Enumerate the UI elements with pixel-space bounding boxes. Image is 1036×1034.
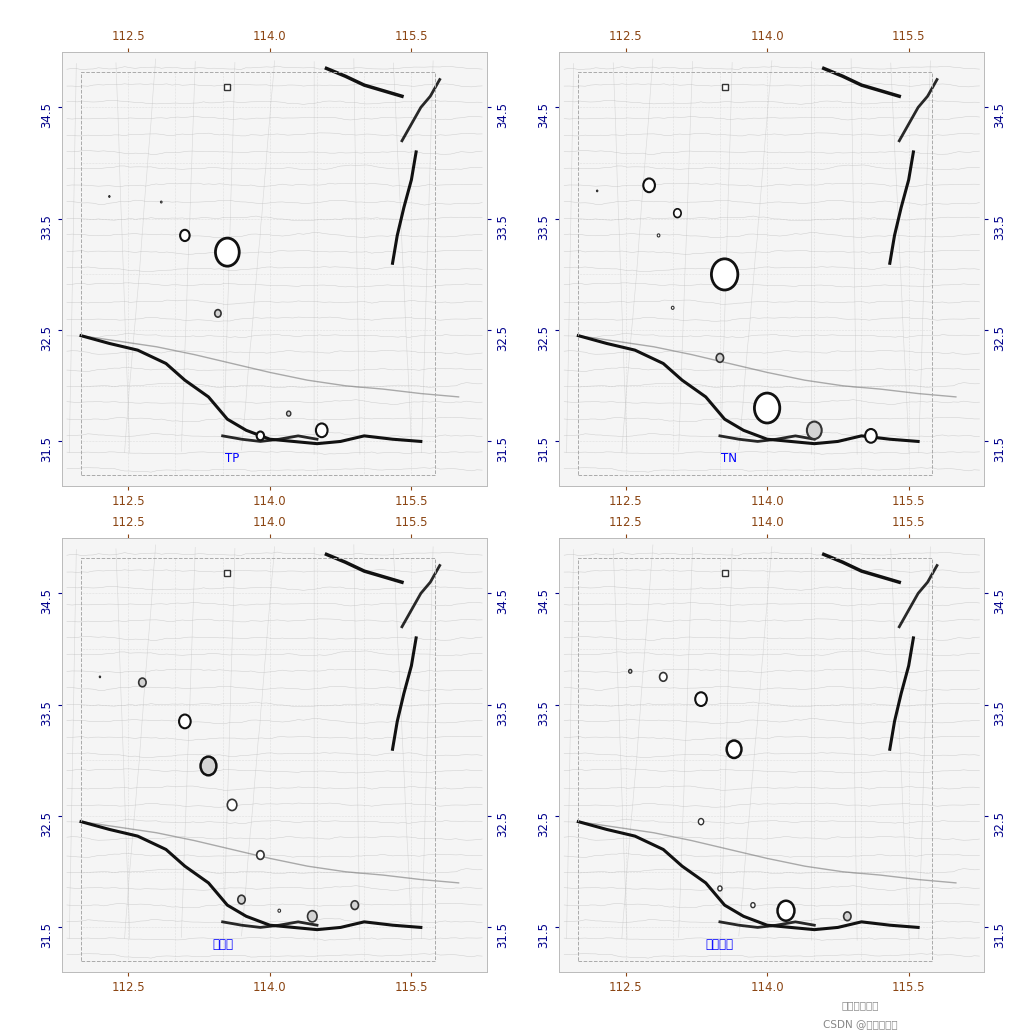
- Circle shape: [179, 714, 191, 728]
- Circle shape: [201, 757, 217, 776]
- Circle shape: [865, 429, 876, 443]
- Bar: [578, 557, 932, 961]
- Bar: [578, 71, 932, 475]
- Circle shape: [754, 393, 780, 423]
- Polygon shape: [99, 676, 100, 678]
- Text: TN: TN: [721, 452, 738, 464]
- Text: TP: TP: [225, 452, 239, 464]
- Circle shape: [180, 230, 190, 241]
- Circle shape: [726, 740, 742, 758]
- Bar: [81, 557, 435, 961]
- Circle shape: [278, 909, 281, 912]
- Polygon shape: [109, 195, 110, 197]
- Circle shape: [657, 234, 660, 237]
- Bar: [81, 71, 435, 475]
- Circle shape: [308, 911, 317, 922]
- Circle shape: [139, 678, 146, 687]
- Circle shape: [161, 201, 162, 203]
- Polygon shape: [597, 190, 598, 192]
- Circle shape: [214, 309, 221, 317]
- Circle shape: [807, 422, 822, 439]
- Circle shape: [643, 179, 655, 192]
- Circle shape: [671, 306, 674, 309]
- Circle shape: [257, 851, 264, 859]
- Circle shape: [215, 238, 239, 266]
- Text: 拓端数据部落: 拓端数据部落: [841, 1000, 879, 1010]
- Circle shape: [316, 424, 327, 437]
- Text: CSDN @拓端研究室: CSDN @拓端研究室: [823, 1018, 897, 1029]
- Circle shape: [238, 895, 246, 904]
- Circle shape: [351, 901, 358, 910]
- Circle shape: [227, 799, 237, 811]
- Circle shape: [716, 354, 723, 362]
- Text: 叶綠素一: 叶綠素一: [706, 938, 733, 950]
- Circle shape: [287, 412, 291, 416]
- Circle shape: [718, 886, 722, 891]
- Circle shape: [751, 903, 755, 908]
- Circle shape: [778, 901, 795, 920]
- Circle shape: [257, 431, 264, 440]
- Circle shape: [843, 912, 851, 920]
- Circle shape: [629, 669, 632, 673]
- Circle shape: [660, 672, 667, 681]
- Circle shape: [712, 258, 738, 290]
- Circle shape: [673, 209, 681, 217]
- Circle shape: [698, 819, 703, 825]
- Circle shape: [695, 693, 707, 706]
- Text: 能见度: 能见度: [212, 938, 233, 950]
